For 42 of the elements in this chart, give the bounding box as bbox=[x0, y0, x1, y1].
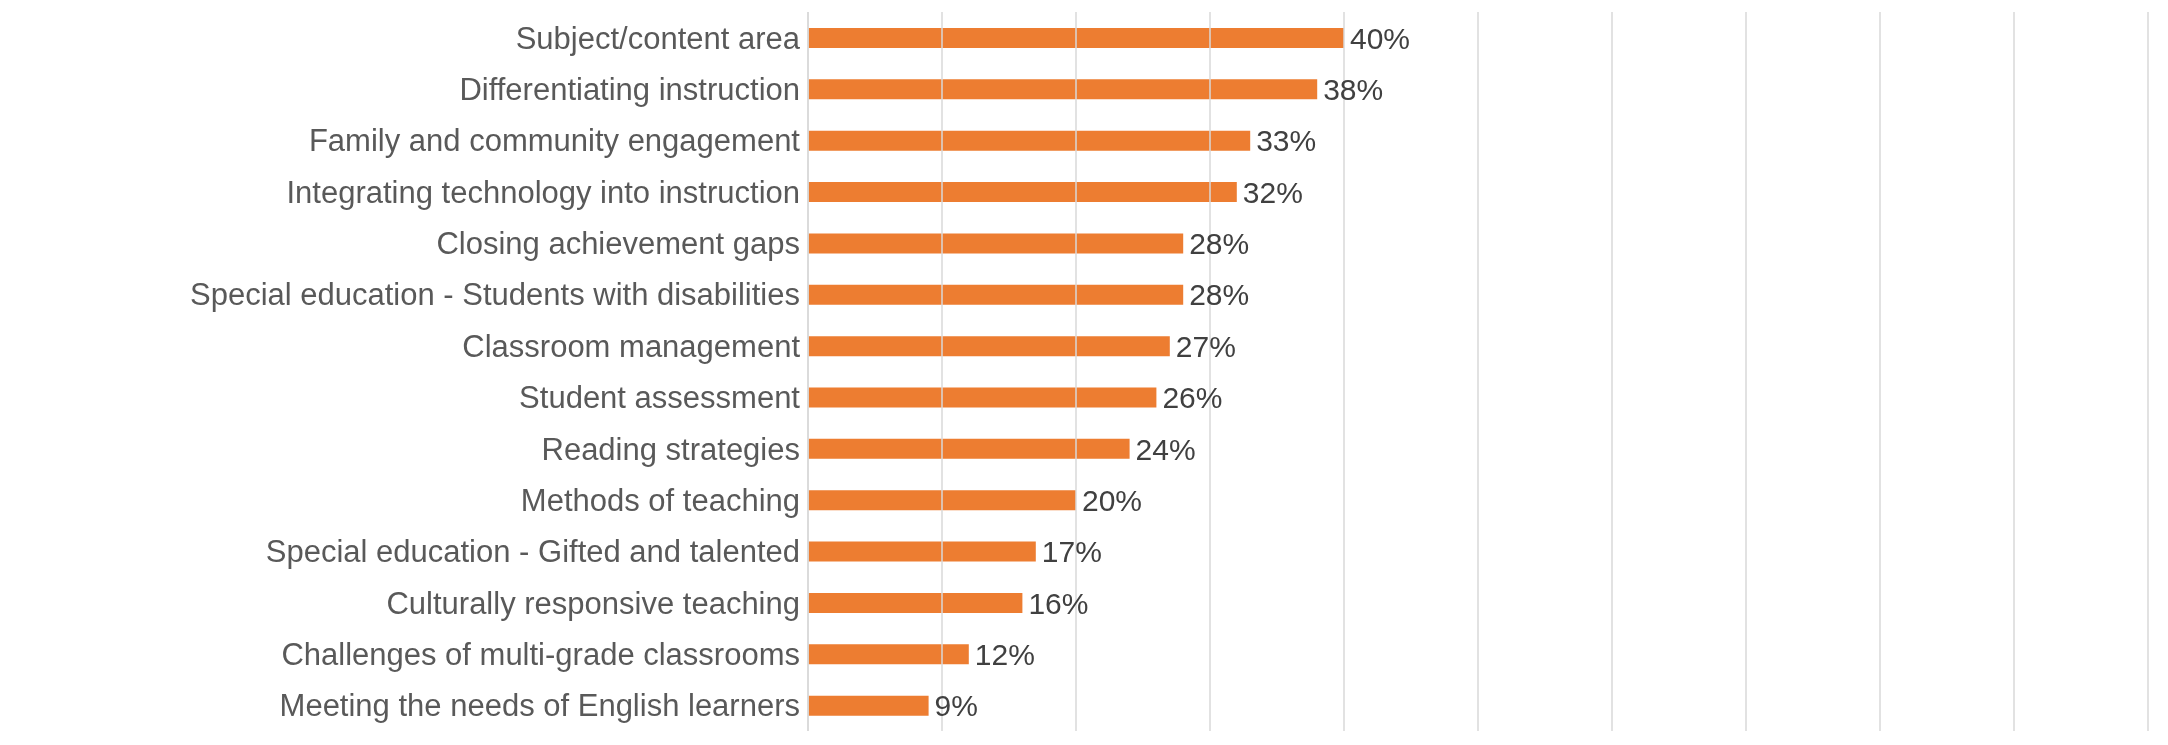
bar bbox=[808, 79, 1318, 100]
y-tick-label: Differentiating instruction bbox=[459, 72, 800, 108]
y-tick-label: Culturally responsive teaching bbox=[386, 585, 800, 621]
bar bbox=[808, 644, 969, 665]
y-tick-label: Student assessment bbox=[519, 380, 801, 416]
bar bbox=[808, 28, 1344, 48]
y-tick-label: Special education - Students with disabilities bbox=[189, 277, 800, 313]
bar bbox=[808, 233, 1184, 254]
y-tick-label: Classroom management bbox=[462, 328, 801, 364]
y-tick-label: Closing achievement gaps bbox=[436, 226, 800, 262]
y-tick-label: Family and community engagement bbox=[308, 123, 801, 159]
data-label: 27% bbox=[1175, 329, 1236, 363]
bar bbox=[808, 541, 1036, 562]
bar bbox=[808, 490, 1076, 511]
bar bbox=[808, 284, 1184, 305]
y-tick-label: Subject/content area bbox=[515, 20, 801, 56]
data-label: 12% bbox=[974, 637, 1035, 671]
data-label: 20% bbox=[1082, 483, 1143, 517]
bar bbox=[808, 695, 929, 716]
data-label: 26% bbox=[1162, 381, 1223, 415]
bar bbox=[808, 130, 1251, 151]
data-label: 28% bbox=[1189, 278, 1250, 312]
bar bbox=[808, 438, 1130, 459]
data-label: 24% bbox=[1135, 432, 1196, 466]
data-label: 40% bbox=[1350, 21, 1411, 55]
y-tick-label: Reading strategies bbox=[541, 431, 800, 467]
y-tick-label: Integrating technology into instruction bbox=[286, 174, 800, 210]
bar bbox=[808, 387, 1157, 408]
data-label: 28% bbox=[1189, 227, 1250, 261]
y-tick-label: Special education - Gifted and talented bbox=[265, 534, 800, 570]
bar bbox=[808, 336, 1170, 357]
data-label: 9% bbox=[934, 689, 978, 723]
data-label: 16% bbox=[1028, 586, 1089, 620]
bar bbox=[808, 592, 1023, 613]
data-label: 33% bbox=[1256, 124, 1317, 158]
data-label: 17% bbox=[1041, 535, 1102, 569]
data-label: 32% bbox=[1242, 175, 1303, 209]
bar bbox=[808, 182, 1237, 203]
y-tick-label: Challenges of multi-grade classrooms bbox=[281, 636, 800, 672]
y-tick-label: Meeting the needs of English learners bbox=[279, 688, 800, 724]
y-tick-label: Methods of teaching bbox=[520, 482, 800, 518]
data-label: 38% bbox=[1323, 73, 1384, 107]
